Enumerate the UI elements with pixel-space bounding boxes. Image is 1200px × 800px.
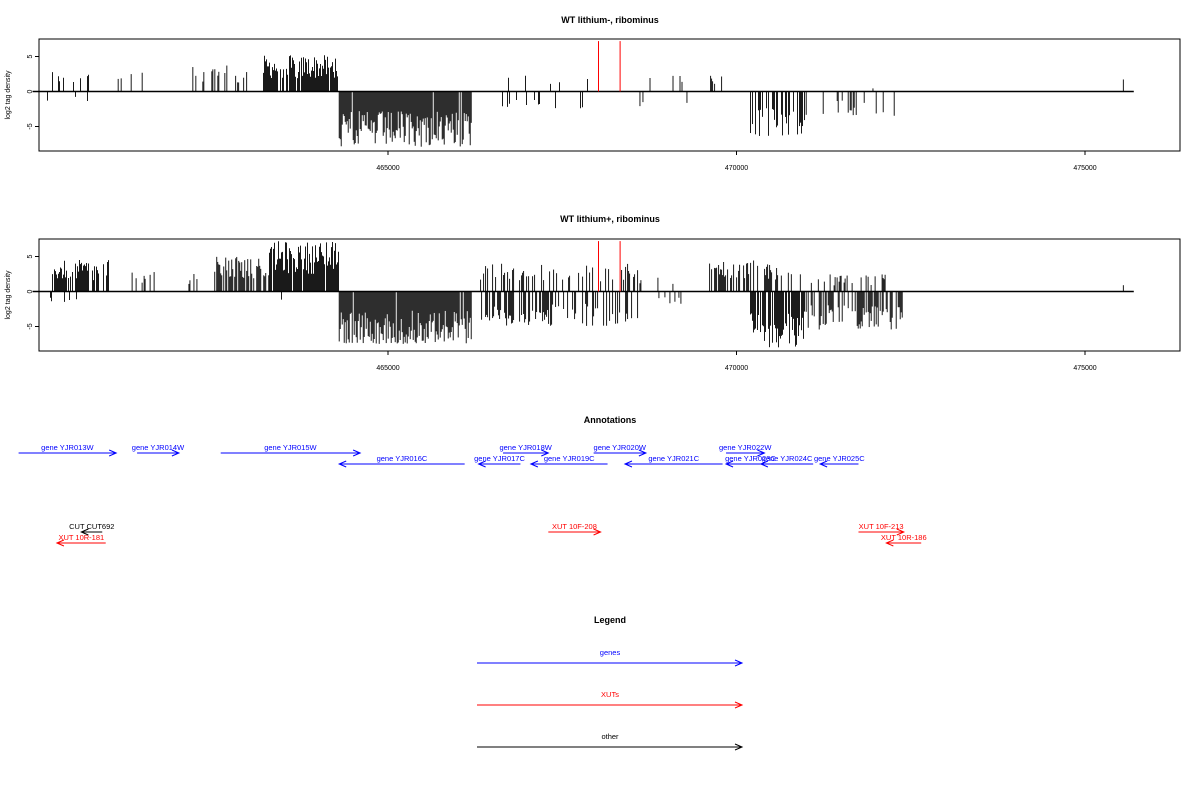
legend-label: genes [600,648,621,657]
annotation-feature: gene YJR025C [814,454,865,468]
y-axis-label: log2 tag density [5,270,12,320]
x-tick-label: 470000 [725,165,748,172]
feature-label: CUT CUT692 [69,522,114,531]
track-panel-lithium-plus: WT lithium+, ribominus log2 tag density … [5,214,1181,372]
legend-label: XUTs [601,690,619,699]
annotation-feature: XUT 10R-186 [881,533,927,547]
x-tick-label: 475000 [1073,365,1096,372]
feature-label: gene YJR016C [377,454,428,463]
feature-label: gene YJR013W [41,443,94,452]
feature-label: XUT 10R-181 [58,533,104,542]
feature-label: gene YJR019C [544,454,595,463]
annotation-feature: gene YJR021C [623,454,723,468]
panel-title: WT lithium+, ribominus [560,214,660,224]
panel-title: WT lithium-, ribominus [561,15,659,25]
legend-item: other [477,732,744,751]
annotation-feature: gene YJR020W [594,443,648,457]
legend-item: XUTs [477,690,744,709]
annotation-feature: gene YJR016C [337,454,465,468]
arrow-head [55,539,65,547]
density-bars [32,41,1134,147]
x-tick-label: 465000 [376,165,399,172]
arrow-head [734,701,744,709]
annotation-feature: gene YJR024C [759,454,814,468]
axes: -5 0 5 465000 470000 475000 [27,54,1097,172]
legend-title: Legend [594,615,626,625]
arrow-head [623,460,633,468]
arrow-head [885,539,894,547]
density-bars [32,241,1134,348]
arrow-head [638,449,648,457]
annotation-feature: CUT CUT692 [69,522,114,536]
feature-label: gene YJR025C [814,454,865,463]
axes: -5 0 5 465000 470000 475000 [27,254,1097,372]
annotation-feature: XUT 10R-181 [55,533,106,547]
feature-label: gene YJR022W [719,443,772,452]
annotation-feature: XUT 10F-208 [548,522,602,536]
legend: Legend genes XUTs other [477,615,744,751]
arrow-head [734,743,744,751]
arrow-head [593,528,602,536]
y-tick-label: 5 [27,54,34,58]
arrow-head [171,449,181,457]
feature-label: gene YJR024C [762,454,813,463]
plot-frame [38,38,1181,152]
arrow-head [759,460,769,468]
feature-label: gene YJR023C [725,454,776,463]
plot-frame [38,238,1181,352]
feature-label: gene YJR017C [474,454,525,463]
arrow-head [80,528,89,536]
x-tick-label: 470000 [725,365,748,372]
arrow-head [818,460,828,468]
annotations-track: Annotations gene YJR013W gene YJR014W gene… [18,415,927,547]
y-tick-label: -5 [27,323,34,329]
y-tick-label: -5 [27,123,34,129]
annotation-feature: gene YJR017C [474,454,525,468]
legend-items: genes XUTs other [477,648,744,751]
feature-label: XUT 10F-208 [552,522,597,531]
y-tick-label: 0 [27,289,34,293]
annotation-feature: gene YJR015W [220,443,362,457]
arrow-head [477,460,486,468]
legend-item: genes [477,648,744,667]
y-axis-label: log2 tag density [5,70,12,120]
arrow-head [896,528,906,536]
arrow-head [541,449,550,457]
feature-arrows: gene YJR013W gene YJR014W gene YJR015W gene… [18,443,927,547]
annotation-feature: gene YJR014W [132,443,185,457]
arrow-head [529,460,539,468]
feature-label: gene YJR021C [648,454,699,463]
annotation-feature: XUT 10F-213 [858,522,906,536]
arrow-head [337,460,347,468]
legend-label: other [601,732,619,741]
feature-label: XUT 10F-213 [859,522,904,531]
annotation-feature: gene YJR013W [18,443,118,457]
annotation-feature: gene YJR019C [529,454,608,468]
feature-label: XUT 10R-186 [881,533,927,542]
x-tick-label: 465000 [376,365,399,372]
annotation-feature: gene YJR022W [719,443,772,457]
feature-label: gene YJR018W [499,443,552,452]
track-panel-lithium-minus: WT lithium-, ribominus log2 tag density … [5,15,1181,172]
arrow-head [724,460,734,468]
arrow-head [108,449,118,457]
feature-label: gene YJR015W [264,443,317,452]
feature-label: gene YJR014W [132,443,185,452]
arrow-head [352,449,362,457]
annotations-title: Annotations [584,415,637,425]
y-tick-label: 0 [27,89,34,93]
arrow-head [734,659,744,667]
feature-label: gene YJR020W [594,443,647,452]
arrow-head [757,449,766,457]
y-tick-label: 5 [27,254,34,258]
annotation-feature: gene YJR018W [499,443,553,457]
x-tick-label: 475000 [1073,165,1096,172]
